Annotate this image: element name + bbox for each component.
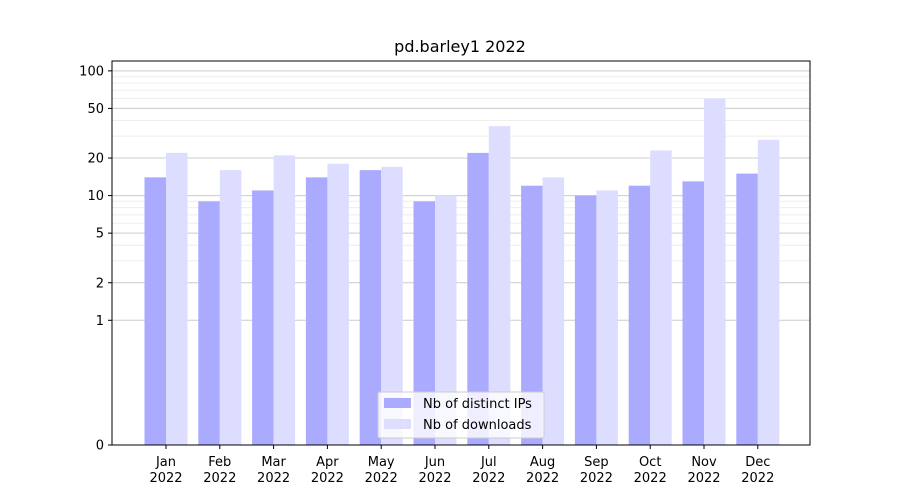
bar-distinct-ips <box>736 173 758 445</box>
bar-distinct-ips <box>144 177 166 445</box>
bar-distinct-ips <box>574 195 597 445</box>
legend-label-downloads: Nb of downloads <box>423 418 532 433</box>
y-tick-label: 5 <box>96 227 104 242</box>
legend-swatch-downloads <box>384 419 411 429</box>
x-tick-label-month: Sep <box>584 455 609 470</box>
bar-distinct-ips <box>359 170 382 445</box>
legend: Nb of distinct IPs Nb of downloads <box>377 391 545 439</box>
x-tick-label-month: Nov <box>691 455 717 470</box>
x-tick-label-year: 2022 <box>526 471 559 486</box>
chart-title: pd.barley1 2022 <box>394 37 526 56</box>
x-tick-label-month: Feb <box>208 455 231 470</box>
bar-downloads <box>327 163 349 445</box>
bar-downloads <box>273 155 296 445</box>
x-tick-label-year: 2022 <box>580 471 613 486</box>
bar-downloads <box>704 98 726 446</box>
x-tick-label-month: Apr <box>316 455 339 470</box>
bar-distinct-ips <box>252 190 274 445</box>
x-tick-label-year: 2022 <box>149 471 182 486</box>
x-tick-label-year: 2022 <box>365 471 398 486</box>
y-tick-label: 50 <box>87 102 104 117</box>
y-tick-label: 1 <box>96 314 104 329</box>
x-tick-label-month: Jun <box>424 455 445 470</box>
bar-distinct-ips <box>628 185 651 445</box>
bar-downloads <box>650 150 672 445</box>
bar-downloads <box>542 177 565 445</box>
x-tick-label-year: 2022 <box>257 471 290 486</box>
x-tick-label-year: 2022 <box>203 471 236 486</box>
bar-distinct-ips <box>521 185 543 445</box>
x-tick-label-month: Aug <box>530 455 555 470</box>
bar-downloads <box>435 195 457 445</box>
bar-distinct-ips <box>682 181 704 445</box>
bars <box>144 98 780 446</box>
x-tick-label-month: Mar <box>261 455 286 470</box>
plot-frame <box>111 60 811 446</box>
bar-downloads <box>488 126 511 446</box>
x-tick-label-month: Jul <box>480 455 497 470</box>
y-tick-label: 0 <box>96 439 104 454</box>
legend-swatch-ips <box>384 398 411 408</box>
bar-downloads <box>596 190 618 445</box>
x-tick-label-year: 2022 <box>472 471 505 486</box>
bar-downloads <box>757 139 780 445</box>
bar-distinct-ips <box>467 152 489 445</box>
x-tick-label-month: Jan <box>155 455 176 470</box>
legend-box <box>377 391 545 439</box>
bar-downloads <box>166 152 188 445</box>
bar-distinct-ips <box>305 177 328 445</box>
x-tick-label-month: May <box>368 455 395 470</box>
x-tick-label-year: 2022 <box>687 471 720 486</box>
x-tick-label-year: 2022 <box>418 471 451 486</box>
y-axis: 0 1 2 5 10 20 50 100 <box>79 64 112 454</box>
x-tick-label-year: 2022 <box>741 471 774 486</box>
x-tick-label-year: 2022 <box>311 471 344 486</box>
x-axis: Jan2022Feb2022Mar2022Apr2022May2022Jun20… <box>149 445 774 486</box>
bar-downloads <box>219 170 242 445</box>
y-tick-label: 10 <box>87 189 104 204</box>
x-tick-label-month: Dec <box>745 455 770 470</box>
bar-distinct-ips <box>413 201 435 445</box>
bar-downloads <box>381 166 403 445</box>
bar-distinct-ips <box>198 201 220 445</box>
y-tick-label: 100 <box>79 64 104 79</box>
x-tick-label-year: 2022 <box>634 471 667 486</box>
x-tick-label-month: Oct <box>639 455 661 470</box>
legend-label-ips: Nb of distinct IPs <box>423 397 532 412</box>
y-tick-label: 20 <box>87 152 104 167</box>
y-tick-label: 2 <box>96 276 104 291</box>
